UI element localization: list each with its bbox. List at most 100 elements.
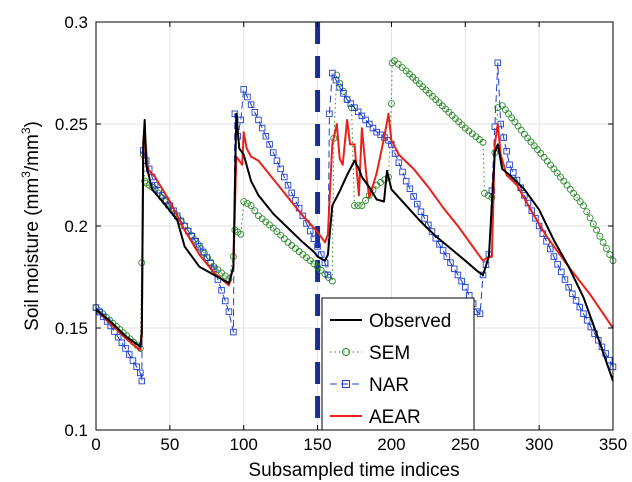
data-point-sem bbox=[314, 263, 322, 271]
data-point-sem bbox=[586, 214, 594, 222]
data-point-nar bbox=[362, 116, 369, 124]
x-tick-label: 300 bbox=[525, 435, 553, 454]
data-point-nar bbox=[417, 208, 425, 215]
data-point-sem bbox=[280, 235, 288, 243]
data-point-nar bbox=[155, 187, 163, 194]
data-point-nar bbox=[138, 377, 146, 385]
data-point-sem bbox=[560, 177, 568, 185]
data-point-nar bbox=[251, 109, 259, 116]
data-point-nar bbox=[270, 149, 277, 156]
data-point-nar bbox=[203, 254, 211, 261]
data-point-nar bbox=[494, 59, 502, 67]
legend-label: Observed bbox=[369, 311, 451, 332]
data-point-nar bbox=[281, 173, 288, 181]
data-point-sem bbox=[358, 202, 366, 210]
legend-item-observed: Observed bbox=[330, 311, 451, 332]
data-point-nar bbox=[266, 141, 273, 148]
data-point-sem bbox=[394, 60, 402, 68]
data-point-sem bbox=[589, 220, 597, 228]
legend-label: AEAR bbox=[369, 407, 421, 428]
x-tick-label: 0 bbox=[91, 435, 100, 454]
data-point-nar bbox=[196, 243, 203, 250]
data-point-sem bbox=[570, 189, 578, 197]
legend-item-nar: NAR bbox=[330, 375, 409, 396]
series-line-nar bbox=[95, 62, 614, 382]
data-point-nar bbox=[318, 251, 325, 258]
data-point-nar bbox=[462, 283, 469, 291]
data-point-nar bbox=[421, 215, 428, 222]
legend-item-aear: AEAR bbox=[330, 407, 421, 428]
x-tick-label: 100 bbox=[230, 435, 258, 454]
data-point-nar bbox=[336, 84, 343, 91]
series-line-observed bbox=[95, 112, 614, 382]
data-point-nar bbox=[443, 253, 451, 260]
data-point-nar bbox=[230, 328, 237, 336]
data-point-sem bbox=[580, 202, 587, 210]
data-point-sem bbox=[328, 277, 336, 285]
data-point-nar bbox=[340, 90, 347, 97]
data-point-nar bbox=[273, 157, 281, 164]
data-point-nar bbox=[326, 110, 333, 118]
data-point-nar bbox=[255, 116, 262, 124]
data-point-sem bbox=[599, 238, 607, 246]
data-point-sem bbox=[351, 202, 358, 210]
x-tick-label: 200 bbox=[377, 435, 405, 454]
data-point-nar bbox=[292, 197, 299, 204]
data-point-nar bbox=[436, 241, 443, 248]
data-point-nar bbox=[402, 177, 410, 185]
data-point-nar bbox=[299, 212, 307, 220]
legend-item-sem: SEM bbox=[330, 343, 410, 364]
data-point-sem bbox=[277, 231, 285, 239]
data-point-nar bbox=[569, 290, 576, 298]
data-point-nar bbox=[439, 247, 447, 254]
data-point-nar bbox=[561, 276, 569, 283]
data-point-nar bbox=[133, 363, 140, 371]
data-point-nar bbox=[500, 134, 507, 141]
data-point-nar bbox=[406, 185, 414, 193]
data-point-nar bbox=[277, 165, 284, 173]
data-point-nar bbox=[580, 310, 587, 317]
data-point-nar bbox=[450, 265, 458, 273]
data-point-sem bbox=[573, 193, 581, 201]
data-point-nar bbox=[314, 243, 321, 250]
data-point-sem bbox=[566, 185, 574, 193]
x-tick-label: 150 bbox=[303, 435, 331, 454]
legend-marker bbox=[342, 380, 350, 388]
x-axis-title: Subsampled time indices bbox=[248, 460, 459, 481]
y-tick-label: 0.3 bbox=[64, 13, 88, 32]
data-point-sem bbox=[398, 64, 406, 72]
y-axis-title-sup2: 3 bbox=[19, 127, 33, 134]
data-point-sem bbox=[387, 100, 395, 108]
data-point-nar bbox=[125, 351, 133, 358]
data-point-sem bbox=[583, 208, 591, 216]
data-point-nar bbox=[506, 161, 513, 169]
data-point-nar bbox=[369, 124, 377, 132]
data-point-sem bbox=[576, 198, 584, 205]
data-point-sem bbox=[240, 198, 248, 205]
y-tick-label: 0.1 bbox=[64, 421, 88, 440]
data-point-sem bbox=[317, 266, 325, 274]
data-point-nar bbox=[347, 100, 355, 107]
data-point-nar bbox=[503, 147, 510, 155]
data-point-nar bbox=[306, 227, 314, 235]
data-point-nar bbox=[118, 339, 126, 347]
data-point-sem bbox=[141, 177, 149, 185]
data-point-nar bbox=[583, 317, 591, 324]
x-tick-labels: 0 50 100 150 200 250 300 350 bbox=[91, 435, 627, 454]
data-point-sem bbox=[563, 181, 571, 189]
data-point-sem bbox=[354, 202, 362, 210]
data-point-nar bbox=[558, 268, 565, 276]
data-point-nar bbox=[151, 181, 159, 189]
data-point-nar bbox=[354, 108, 362, 116]
data-point-sem bbox=[550, 165, 558, 173]
legend: Observed SEM NAR AEAR bbox=[321, 297, 475, 431]
data-point-nar bbox=[207, 259, 214, 267]
legend-items: Observed SEM NAR AEAR bbox=[330, 311, 451, 428]
data-point-nar bbox=[532, 215, 539, 222]
data-point-nar bbox=[288, 189, 295, 197]
y-axis-title-main: Soil moisture (mm bbox=[22, 178, 43, 331]
data-point-nar bbox=[565, 283, 572, 291]
y-tick-label: 0.2 bbox=[64, 217, 88, 236]
data-point-sem bbox=[553, 169, 561, 177]
